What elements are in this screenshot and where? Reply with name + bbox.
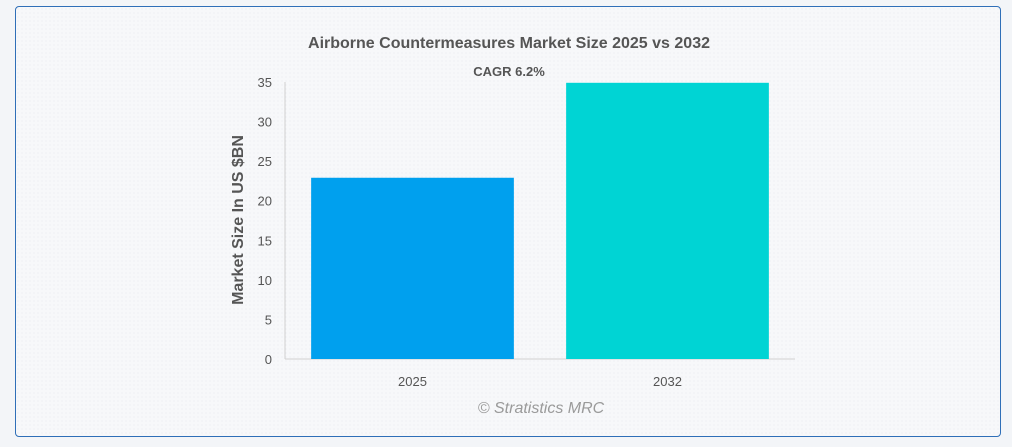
y-tick-label: 35	[258, 75, 272, 90]
x-tick-label: 2025	[398, 374, 427, 389]
cagr-annotation: CAGR 6.2%	[473, 64, 545, 79]
y-tick-label: 10	[258, 273, 272, 288]
bar-2032	[566, 82, 769, 359]
chart-title: Airborne Countermeasures Market Size 202…	[308, 35, 710, 52]
y-tick-label: 0	[265, 352, 272, 367]
x-tick-label: 2032	[653, 374, 682, 389]
source-credit: © Stratistics MRC	[478, 400, 605, 417]
y-tick-label: 15	[258, 233, 272, 248]
y-tick-label: 20	[258, 194, 272, 209]
bar-2025	[311, 177, 514, 359]
y-tick-label: 5	[265, 312, 272, 327]
y-tick-label: 25	[258, 154, 272, 169]
y-axis-label: Market Size In US $BN	[230, 135, 247, 305]
y-tick-label: 30	[258, 115, 272, 130]
